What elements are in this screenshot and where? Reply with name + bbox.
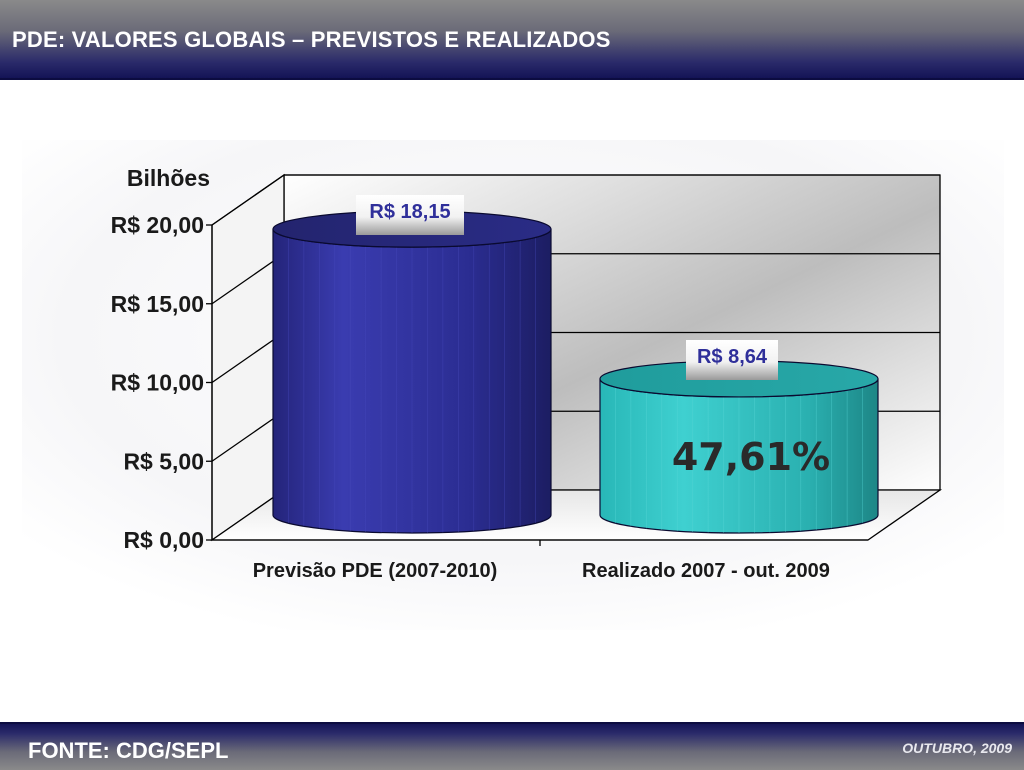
page-title: PDE: VALORES GLOBAIS – PREVISTOS E REALI…: [12, 27, 611, 52]
y-tick-label: R$ 10,00: [111, 370, 204, 396]
bar-0: R$ 18,15: [272, 195, 552, 534]
y-axis-title: Bilhões: [127, 165, 210, 191]
percentage-annotation: 47,61%: [672, 435, 830, 479]
bars: R$ 18,15 R$ 8,64 47,61%: [272, 195, 879, 534]
value-label: R$ 18,15: [369, 201, 450, 223]
x-tick-label: Previsão PDE (2007-2010): [253, 560, 498, 582]
y-tick-label: R$ 0,00: [123, 527, 204, 553]
chart-container: R$ 0,00 R$ 5,00 R$ 10,00 R$ 15,00 R$ 20,00 R…: [22, 140, 1004, 630]
value-label-box: [686, 340, 778, 380]
bar-chart: R$ 0,00 R$ 5,00 R$ 10,00 R$ 15,00 R$ 20,00 R…: [22, 140, 1004, 630]
value-label: R$ 8,64: [697, 346, 768, 368]
gridline-diagonal: [211, 253, 285, 305]
gridline-diagonal: [211, 174, 285, 226]
x-axis-labels: Previsão PDE (2007-2010) Realizado 2007 -…: [253, 560, 830, 582]
source-label: FONTE: CDG/SEPL: [28, 738, 229, 763]
y-tick-label: R$ 15,00: [111, 291, 204, 317]
y-axis: R$ 0,00 R$ 5,00 R$ 10,00 R$ 15,00 R$ 20,00: [111, 212, 868, 553]
date-label: OUTUBRO, 2009: [902, 740, 1012, 756]
y-tick-label: R$ 20,00: [111, 212, 204, 238]
header-bar: PDE: VALORES GLOBAIS – PREVISTOS E REALI…: [0, 0, 1024, 80]
footer-bar: FONTE: CDG/SEPL OUTUBRO, 2009: [0, 722, 1024, 770]
x-tick-label: Realizado 2007 - out. 2009: [582, 560, 830, 582]
bar-1: R$ 8,64: [599, 340, 879, 534]
y-tick-label: R$ 5,00: [123, 448, 204, 474]
value-label-box: [356, 195, 464, 235]
gridline-diagonal: [211, 331, 285, 384]
gridline-diagonal: [211, 410, 285, 462]
